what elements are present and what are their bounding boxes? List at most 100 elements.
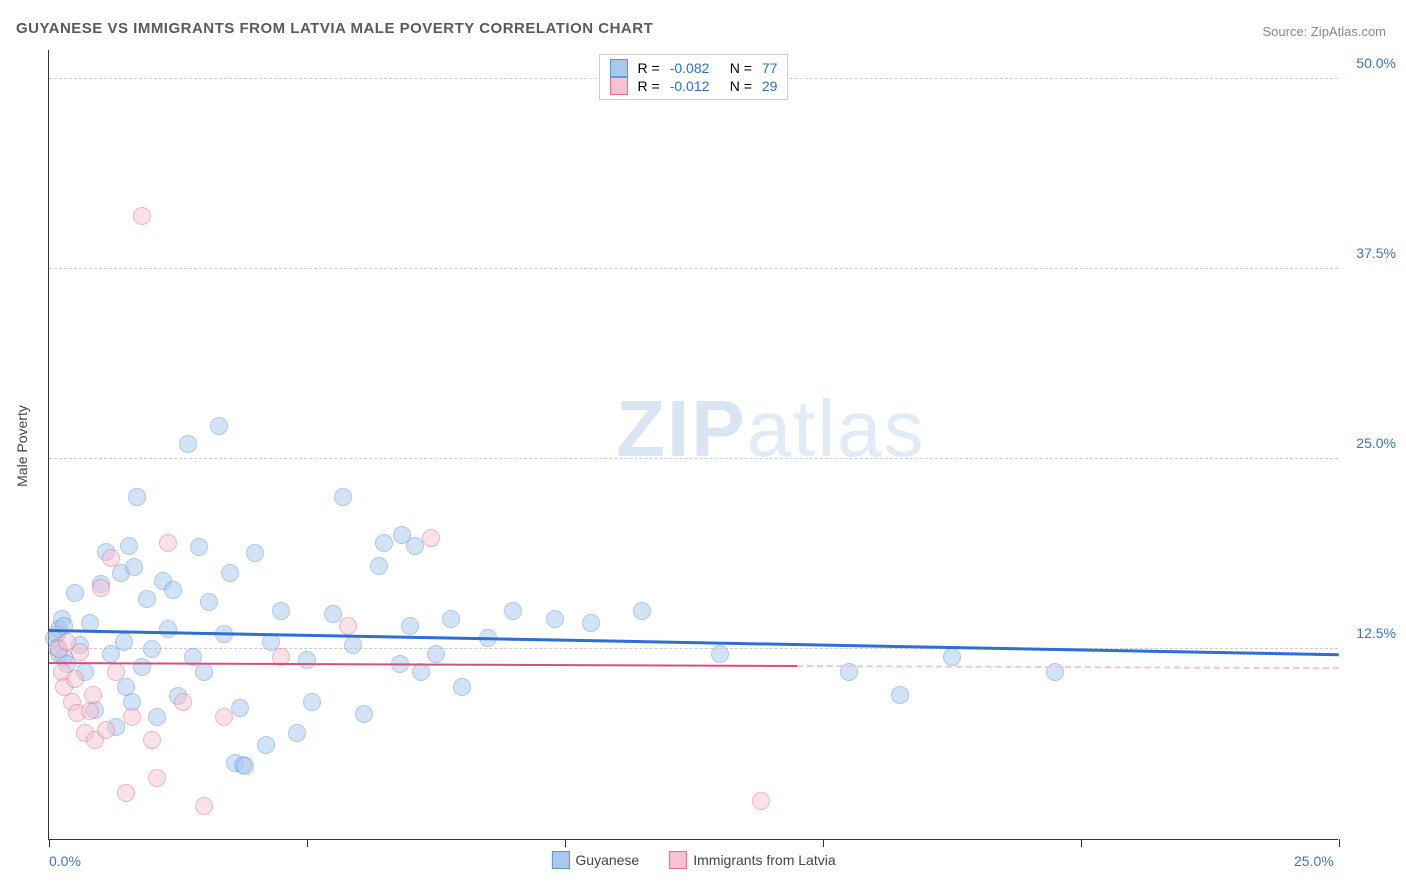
scatter-point — [355, 705, 373, 723]
y-axis-label: Male Poverty — [14, 405, 30, 487]
scatter-point — [159, 620, 177, 638]
scatter-point — [215, 708, 233, 726]
scatter-point — [339, 617, 357, 635]
n-label: N = — [730, 60, 752, 76]
scatter-point — [143, 731, 161, 749]
scatter-point — [401, 617, 419, 635]
scatter-point — [231, 699, 249, 717]
source-label: Source: ZipAtlas.com — [1262, 24, 1386, 39]
scatter-point — [891, 686, 909, 704]
scatter-point — [711, 645, 729, 663]
x-tick — [823, 839, 824, 847]
scatter-point — [195, 797, 213, 815]
scatter-point — [412, 663, 430, 681]
swatch-guyanese-icon — [551, 851, 569, 869]
r-label: R = — [638, 78, 660, 94]
y-tick-label: 37.5% — [1356, 245, 1396, 261]
scatter-point — [246, 544, 264, 562]
scatter-point — [442, 610, 460, 628]
scatter-point — [133, 207, 151, 225]
scatter-point — [148, 708, 166, 726]
swatch-latvia — [610, 77, 628, 95]
x-tick-label: 25.0% — [1294, 853, 1334, 869]
scatter-point — [210, 417, 228, 435]
y-tick-label: 50.0% — [1356, 55, 1396, 71]
scatter-point — [582, 614, 600, 632]
scatter-point — [272, 602, 290, 620]
x-tick-label: 0.0% — [49, 853, 81, 869]
scatter-point — [504, 602, 522, 620]
scatter-point — [66, 584, 84, 602]
scatter-point — [943, 648, 961, 666]
scatter-point — [752, 792, 770, 810]
scatter-point — [236, 757, 254, 775]
scatter-point — [128, 488, 146, 506]
watermark: ZIPatlas — [616, 383, 925, 475]
x-tick — [565, 839, 566, 847]
legend-item-guyanese: Guyanese — [551, 851, 639, 869]
scatter-point — [633, 602, 651, 620]
scatter-point — [179, 435, 197, 453]
chart-container: GUYANESE VS IMMIGRANTS FROM LATVIA MALE … — [0, 0, 1406, 892]
n-label: N = — [730, 78, 752, 94]
scatter-point — [71, 643, 89, 661]
legend-series: Guyanese Immigrants from Latvia — [551, 851, 835, 869]
x-tick — [1339, 839, 1340, 847]
scatter-point — [133, 658, 151, 676]
scatter-point — [375, 534, 393, 552]
legend-row-latvia: R = -0.012 N = 29 — [610, 77, 778, 95]
swatch-latvia-icon — [669, 851, 687, 869]
r-label: R = — [638, 60, 660, 76]
swatch-guyanese — [610, 59, 628, 77]
scatter-point — [125, 558, 143, 576]
scatter-point — [159, 534, 177, 552]
legend-row-guyanese: R = -0.082 N = 77 — [610, 59, 778, 77]
scatter-point — [370, 557, 388, 575]
scatter-point — [334, 488, 352, 506]
scatter-point — [102, 549, 120, 567]
chart-title: GUYANESE VS IMMIGRANTS FROM LATVIA MALE … — [16, 20, 653, 37]
scatter-point — [97, 721, 115, 739]
scatter-point — [453, 678, 471, 696]
legend-label-guyanese: Guyanese — [575, 852, 639, 868]
legend-label-latvia: Immigrants from Latvia — [693, 852, 835, 868]
scatter-point — [427, 645, 445, 663]
y-tick-label: 12.5% — [1356, 625, 1396, 641]
trend-line-dashed — [797, 665, 1339, 669]
scatter-point — [123, 708, 141, 726]
scatter-point — [324, 605, 342, 623]
scatter-point — [107, 663, 125, 681]
trend-line — [49, 629, 1339, 656]
x-tick — [307, 839, 308, 847]
x-tick — [49, 839, 50, 847]
scatter-point — [115, 633, 133, 651]
scatter-point — [200, 593, 218, 611]
scatter-point — [66, 670, 84, 688]
scatter-point — [303, 693, 321, 711]
scatter-point — [174, 693, 192, 711]
y-tick-label: 25.0% — [1356, 435, 1396, 451]
scatter-point — [120, 537, 138, 555]
scatter-point — [138, 590, 156, 608]
scatter-point — [84, 686, 102, 704]
scatter-point — [288, 724, 306, 742]
scatter-point — [190, 538, 208, 556]
scatter-point — [164, 581, 182, 599]
n-value-guyanese: 77 — [762, 60, 778, 76]
scatter-point — [92, 579, 110, 597]
scatter-point — [117, 784, 135, 802]
scatter-point — [221, 564, 239, 582]
r-value-guyanese: -0.082 — [670, 60, 720, 76]
legend-item-latvia: Immigrants from Latvia — [669, 851, 835, 869]
scatter-point — [143, 640, 161, 658]
r-value-latvia: -0.012 — [670, 78, 720, 94]
n-value-latvia: 29 — [762, 78, 778, 94]
scatter-point — [257, 736, 275, 754]
scatter-point — [344, 636, 362, 654]
scatter-point — [81, 702, 99, 720]
plot-area: ZIPatlas R = -0.082 N = 77 R = -0.012 N … — [48, 50, 1338, 840]
x-tick — [1081, 839, 1082, 847]
scatter-point — [546, 610, 564, 628]
grid-line — [49, 268, 1338, 269]
scatter-point — [298, 651, 316, 669]
